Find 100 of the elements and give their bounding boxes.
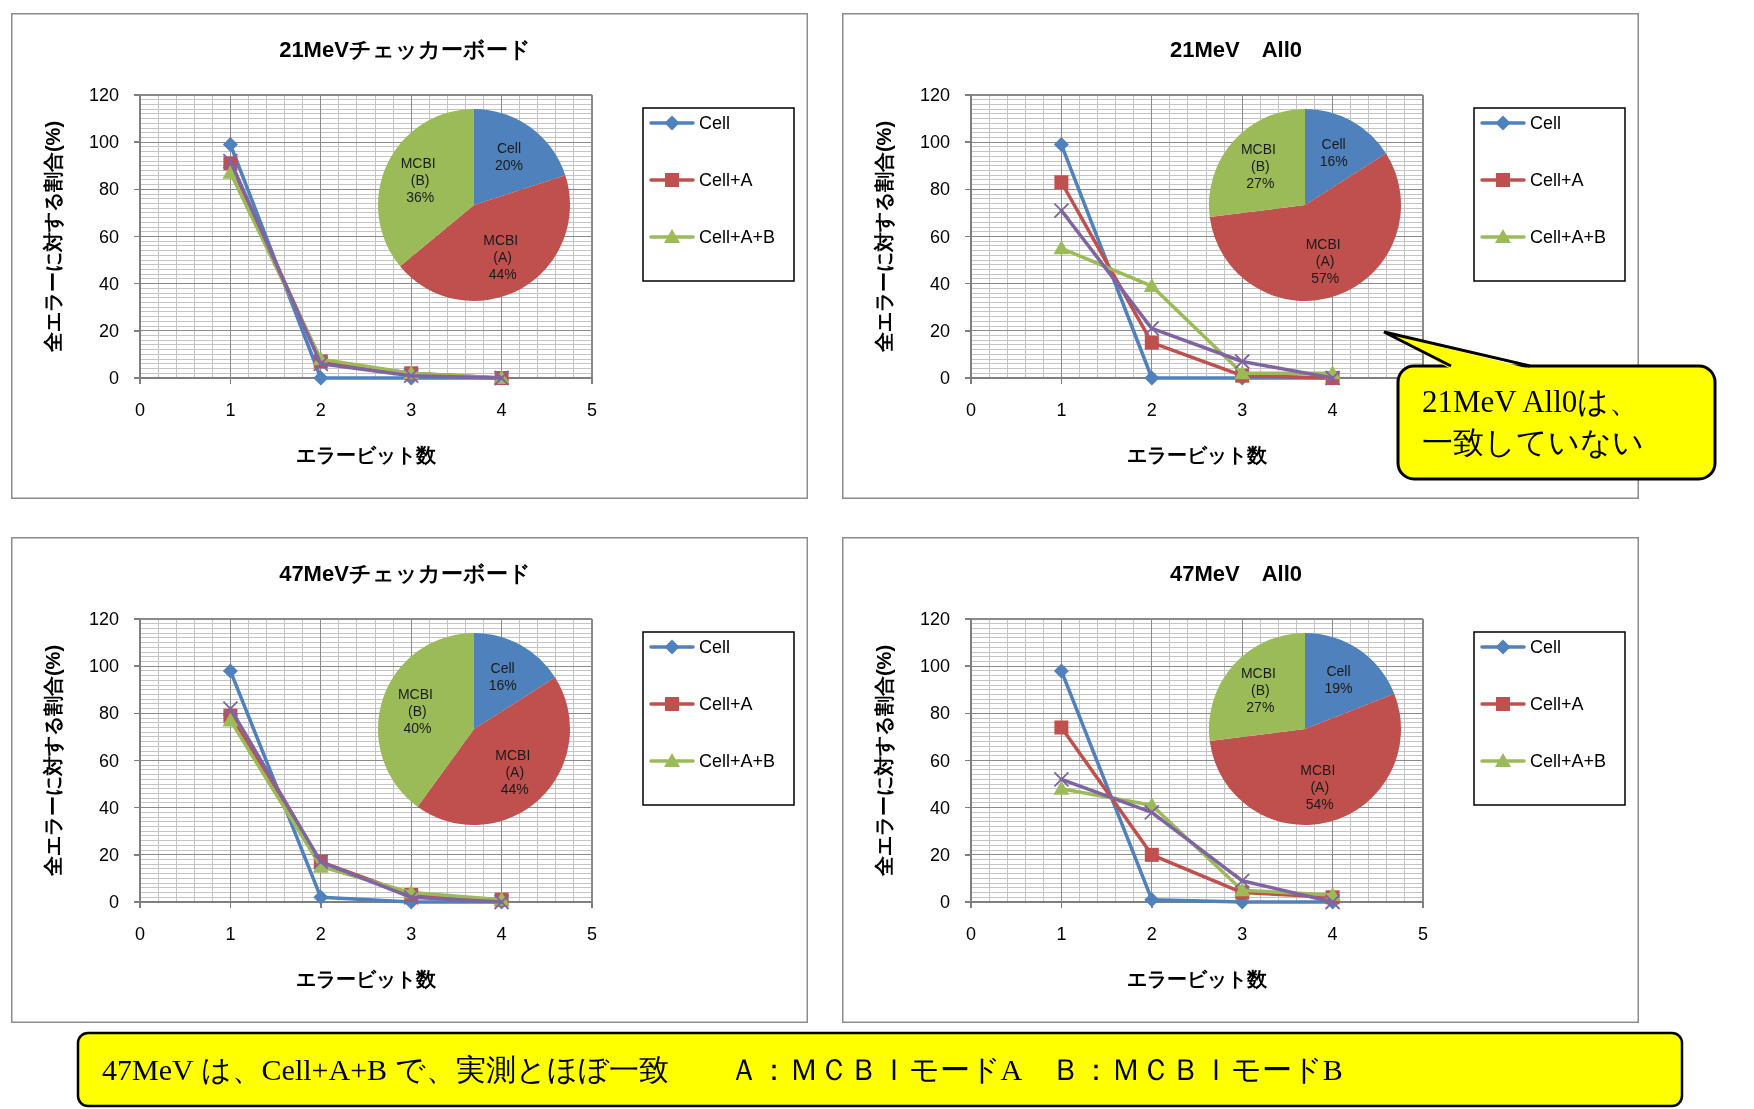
point — [1144, 892, 1160, 908]
y-tick-label: 80 — [929, 703, 950, 724]
legend-label: Cell+A — [1530, 170, 1584, 190]
slice-label: MCBI (B) — [1240, 140, 1280, 174]
slice-label: MCBI (B) — [397, 685, 437, 719]
point — [1053, 663, 1069, 679]
chart-title: 47MeVチェッカーボード — [279, 561, 531, 586]
slice-label: Cell — [1326, 663, 1351, 680]
pie-slice — [1209, 153, 1401, 301]
data-label: 16% — [1319, 153, 1348, 170]
point — [1144, 335, 1159, 350]
pie-slice — [1209, 633, 1305, 742]
pie-slice — [474, 633, 556, 729]
point — [222, 712, 239, 727]
legend-label: Cell+A+B — [699, 751, 776, 771]
slice-label: MCBI (A) — [1300, 761, 1340, 795]
y-tick-label: 120 — [88, 609, 119, 629]
point — [1054, 175, 1069, 190]
data-label: 16% — [488, 677, 517, 694]
y-tick-label: 60 — [98, 226, 119, 247]
y-tick-label: 20 — [98, 844, 119, 865]
point — [1053, 202, 1070, 219]
y-tick-label: 0 — [108, 892, 119, 912]
y-tick-label: 20 — [929, 844, 950, 865]
legend-label: Cell+A+B — [1530, 751, 1607, 771]
legend-label: Cell — [1530, 637, 1562, 657]
y-tick-label: 40 — [929, 273, 950, 294]
y-tick-label: 40 — [929, 797, 950, 818]
x-tick-label: 3 — [1237, 400, 1248, 420]
legend-label: Cell — [1530, 113, 1562, 133]
point — [1053, 780, 1070, 795]
point — [222, 663, 238, 679]
point — [1053, 771, 1070, 788]
x-tick-label: 1 — [225, 924, 236, 944]
text: 47MeV は、Cell+A+B で、実測とほぼ一致 Ａ：ＭＣＢＩモードA Ｂ：ＭＣＢＩモードB — [102, 1052, 1343, 1088]
x-axis-title: エラービット数 — [296, 444, 437, 466]
pie-slice — [378, 633, 474, 807]
data-label: 27% — [1246, 174, 1275, 191]
data-label: 54% — [1305, 795, 1334, 812]
x-tick-label: 2 — [1146, 400, 1157, 420]
point — [313, 370, 329, 386]
x-axis-title: エラービット数 — [1127, 444, 1268, 466]
legend-label: Cell — [699, 113, 731, 133]
y-tick-label: 100 — [919, 656, 950, 677]
point — [222, 700, 239, 717]
slice-label: Cell — [1321, 136, 1346, 153]
legend-label: Cell+A — [1530, 694, 1584, 714]
x-tick-label: 5 — [1417, 924, 1429, 944]
legend-label: Cell+A — [699, 694, 753, 714]
x-tick-label: 1 — [1056, 924, 1067, 944]
y-tick-label: 40 — [98, 273, 119, 294]
y-tick-label: 80 — [929, 179, 950, 200]
y-tick-label: 120 — [919, 85, 950, 105]
pie-slice — [1209, 109, 1305, 218]
x-tick-label: 3 — [1237, 924, 1248, 944]
point — [1234, 872, 1251, 889]
y-tick-label: 60 — [929, 226, 950, 247]
point — [403, 889, 420, 906]
x-tick-label: 0 — [134, 400, 146, 420]
slice-label: MCBI (A) — [495, 747, 535, 781]
pie-slice — [400, 175, 570, 301]
slice-label: MCBI (B) — [400, 154, 440, 188]
data-label: 20% — [494, 157, 523, 174]
slice-label: Cell — [496, 140, 522, 157]
data-label: 19% — [1324, 680, 1353, 697]
point — [1144, 847, 1159, 862]
y-tick-label: 0 — [939, 368, 950, 388]
slice-label: MCBI (A) — [1305, 236, 1345, 269]
data-label: 44% — [500, 781, 529, 798]
x-tick-label: 0 — [134, 924, 146, 944]
chart-title: 21MeVチェッカーボード — [279, 37, 531, 62]
y-tick-label: 20 — [929, 320, 950, 341]
data-label: 27% — [1246, 698, 1275, 715]
x-tick-label: 4 — [496, 924, 507, 944]
y-tick-label: 100 — [919, 132, 950, 153]
slice-label: Cell — [490, 660, 515, 677]
data-label: 40% — [403, 719, 432, 736]
legend-label: Cell+A+B — [699, 227, 776, 247]
data-label: 36% — [406, 188, 435, 205]
x-tick-label: 3 — [406, 400, 417, 420]
text: 21MeV All0は、一致していない — [1422, 383, 1645, 462]
pie-slice — [1305, 633, 1395, 729]
x-tick-label: 1 — [1056, 400, 1067, 420]
x-axis-title: エラービット数 — [1127, 968, 1268, 990]
x-tick-label: 5 — [586, 400, 598, 420]
point — [313, 889, 329, 905]
y-tick-label: 0 — [108, 368, 119, 388]
y-tick-label: 20 — [98, 320, 119, 341]
y-axis-title: 全エラーに対する割合(%) — [42, 644, 65, 878]
x-tick-label: 2 — [315, 400, 326, 420]
chart-title: 47MeV All0 — [1169, 561, 1303, 586]
y-tick-label: 0 — [939, 892, 950, 912]
y-tick-label: 120 — [88, 85, 119, 105]
chart-title: 21MeV All0 — [1169, 37, 1303, 62]
point — [1143, 320, 1160, 337]
y-tick-label: 40 — [98, 797, 119, 818]
x-tick-label: 4 — [1327, 924, 1338, 944]
y-tick-label: 100 — [88, 656, 119, 677]
x-axis-title: エラービット数 — [296, 968, 437, 990]
point — [1053, 137, 1069, 153]
